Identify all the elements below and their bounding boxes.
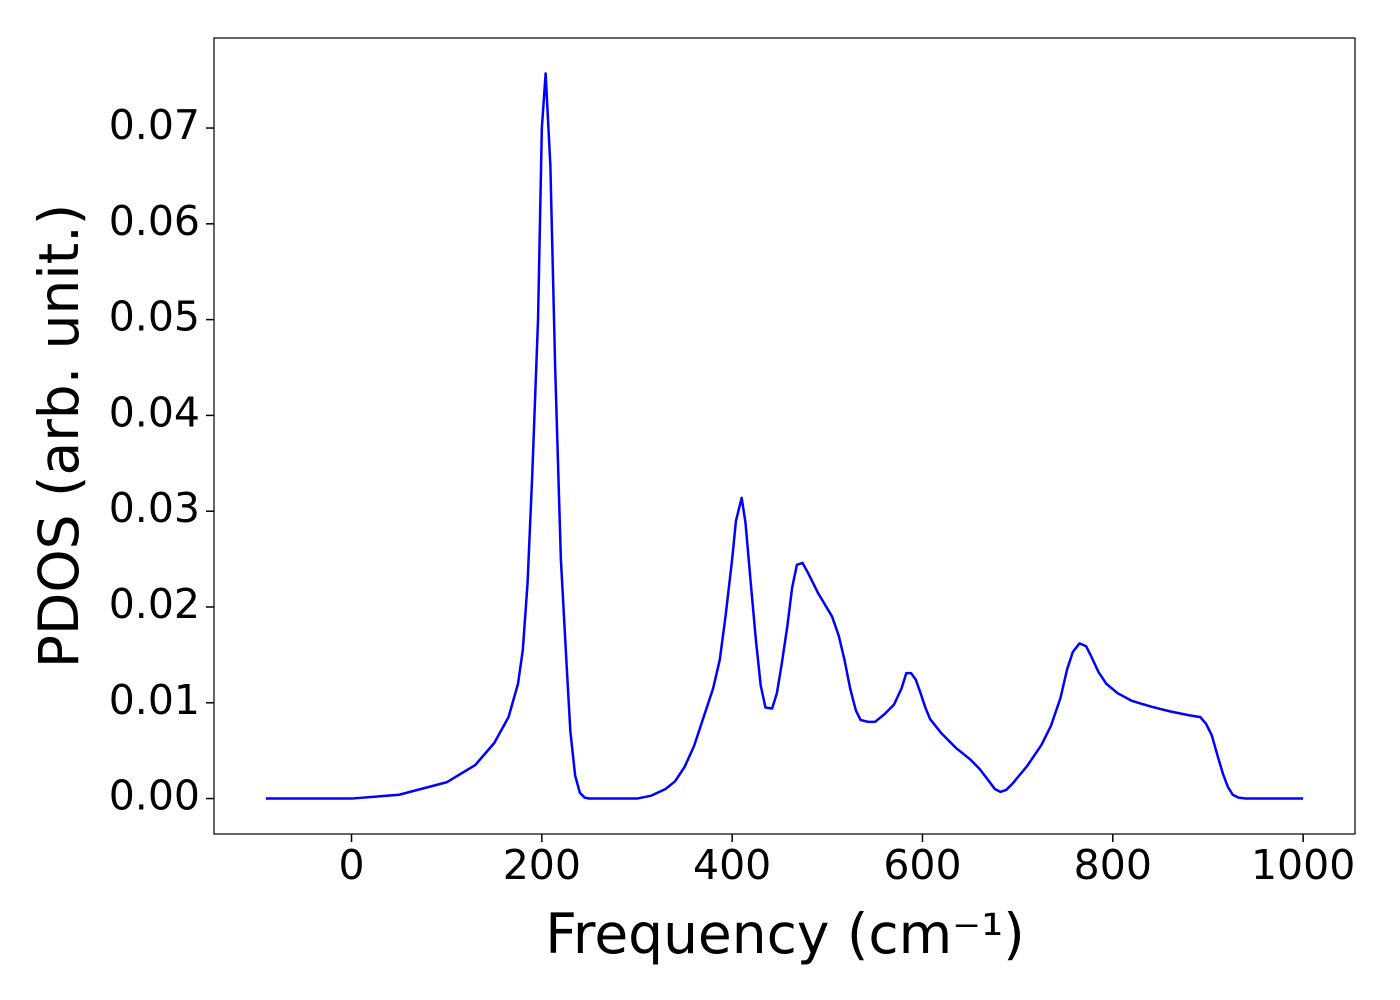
x-axis-label: Frequency (cm⁻¹) bbox=[545, 902, 1024, 966]
x-tick-label: 600 bbox=[883, 841, 961, 889]
y-tick-label: 0.06 bbox=[109, 197, 200, 245]
y-tick-label: 0.01 bbox=[109, 676, 200, 724]
y-tick-label: 0.03 bbox=[109, 484, 200, 532]
x-tick-label: 400 bbox=[693, 841, 771, 889]
x-tick-label: 800 bbox=[1074, 841, 1152, 889]
y-tick-label: 0.05 bbox=[109, 293, 200, 341]
x-tick-label: 1000 bbox=[1251, 841, 1355, 889]
y-tick-label: 0.02 bbox=[109, 580, 200, 628]
plot-frame bbox=[213, 37, 1356, 835]
y-tick-label: 0.04 bbox=[109, 388, 200, 436]
y-tick-label: 0.07 bbox=[109, 101, 200, 149]
y-tick-label: 0.00 bbox=[109, 772, 200, 820]
x-tick-label: 200 bbox=[503, 841, 581, 889]
line bbox=[265, 72, 1304, 800]
y-axis-label: PDOS (arb. unit.) bbox=[27, 204, 91, 668]
x-tick-label: 0 bbox=[338, 841, 364, 889]
